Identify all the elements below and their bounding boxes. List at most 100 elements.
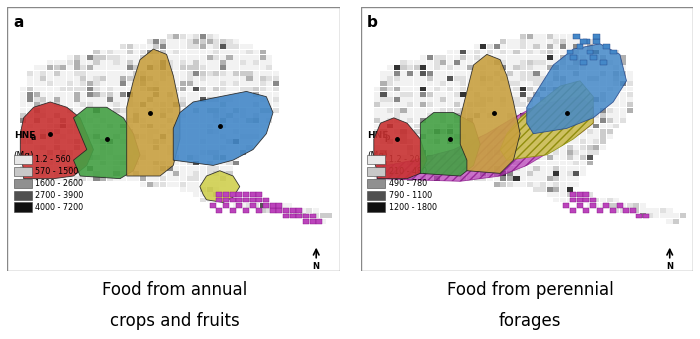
Bar [606, 60, 612, 65]
Bar [427, 108, 433, 113]
Bar [440, 60, 447, 65]
Bar [427, 161, 433, 165]
Bar [213, 76, 219, 81]
Bar [407, 171, 413, 176]
Bar [246, 55, 253, 60]
Bar [620, 71, 626, 76]
Bar [34, 113, 40, 118]
Bar [526, 182, 533, 186]
Bar [420, 129, 426, 134]
Bar [140, 118, 146, 123]
Bar [180, 134, 186, 139]
Bar [414, 113, 420, 118]
Bar [447, 166, 453, 171]
Bar [113, 55, 120, 60]
Bar [120, 155, 126, 160]
Bar [253, 55, 259, 60]
Bar [514, 134, 519, 139]
Bar [387, 139, 393, 144]
Bar [246, 102, 253, 107]
Bar [590, 203, 596, 208]
Bar [626, 71, 633, 76]
Bar [186, 49, 193, 54]
Bar [94, 155, 99, 160]
Bar [220, 102, 226, 107]
Bar [120, 97, 126, 102]
Bar [27, 150, 33, 155]
Bar [94, 55, 99, 60]
Bar [374, 166, 380, 171]
Bar [120, 113, 126, 118]
Bar [286, 208, 293, 213]
Bar [587, 203, 593, 208]
Bar [41, 81, 46, 86]
Bar [414, 118, 420, 123]
Bar [246, 108, 253, 113]
Bar [206, 102, 213, 107]
Bar [153, 71, 160, 76]
Bar [587, 161, 593, 165]
Bar [74, 139, 80, 144]
Bar [420, 176, 426, 181]
Bar [193, 60, 199, 65]
Bar [420, 171, 426, 176]
Bar [600, 198, 606, 202]
Bar [273, 97, 279, 102]
Bar [580, 108, 586, 113]
Bar [606, 118, 612, 123]
Bar [560, 192, 566, 197]
Bar [480, 139, 486, 144]
Bar [533, 39, 540, 44]
Bar [440, 150, 447, 155]
Bar [514, 150, 519, 155]
Bar [374, 176, 380, 181]
Bar [387, 134, 393, 139]
Bar [400, 150, 407, 155]
Bar [590, 55, 596, 60]
Bar [160, 81, 166, 86]
Bar [34, 102, 40, 107]
Bar [260, 71, 266, 76]
Bar [514, 55, 519, 60]
Bar [594, 60, 599, 65]
Bar [400, 145, 407, 149]
Bar [461, 145, 466, 149]
Text: HNE: HNE [14, 131, 35, 140]
Bar [606, 123, 612, 128]
Bar [253, 113, 259, 118]
Bar [253, 108, 259, 113]
Bar [113, 65, 120, 70]
Bar [494, 139, 500, 144]
Bar [153, 97, 160, 102]
Bar [487, 118, 493, 123]
Bar [120, 139, 126, 144]
Bar [494, 71, 500, 76]
Text: HNE: HNE [367, 131, 389, 140]
Bar [34, 155, 40, 160]
Bar [134, 155, 139, 160]
Bar [253, 123, 259, 128]
Bar [20, 97, 27, 102]
Bar [526, 49, 533, 54]
Bar [547, 76, 553, 81]
Bar [600, 76, 606, 81]
Bar [309, 219, 316, 224]
Bar [533, 150, 540, 155]
Bar [60, 155, 66, 160]
Bar [507, 97, 513, 102]
Bar [467, 71, 473, 76]
Bar [613, 76, 620, 81]
Bar [447, 161, 453, 165]
Bar [147, 161, 153, 165]
Bar [186, 139, 193, 144]
Bar [200, 44, 206, 49]
Bar [174, 55, 179, 60]
Bar [213, 192, 219, 197]
Bar [47, 71, 53, 76]
Bar [54, 113, 60, 118]
Bar [393, 118, 400, 123]
Bar [186, 187, 193, 192]
Bar [533, 34, 540, 39]
Bar [587, 118, 593, 123]
Bar [41, 145, 46, 149]
